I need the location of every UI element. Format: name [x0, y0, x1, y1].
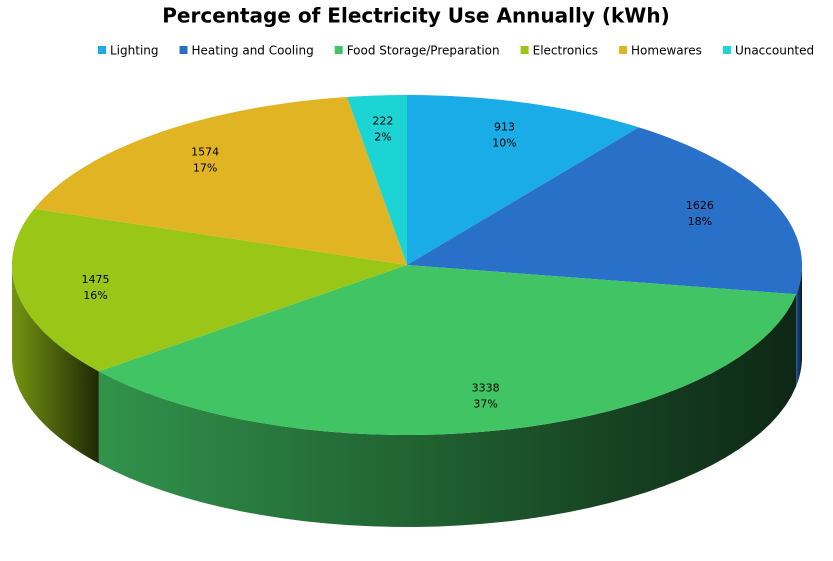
data-label: 222	[372, 114, 393, 127]
pie-slice	[347, 95, 407, 265]
data-label: 2%	[374, 130, 391, 143]
legend-label: Lighting	[110, 44, 159, 58]
pie-slice	[407, 127, 802, 295]
legend-label: Heating and Cooling	[192, 44, 314, 58]
data-label: 10%	[492, 137, 516, 150]
data-label: 18%	[688, 215, 712, 228]
data-label: 37%	[473, 398, 497, 411]
pie-slice	[12, 208, 408, 372]
data-label: 17%	[193, 161, 217, 174]
pie-slice-side	[98, 294, 797, 527]
legend-swatch	[98, 46, 106, 54]
legend-label: Homewares	[631, 44, 702, 58]
pie-slice	[407, 95, 639, 265]
legend-swatch	[520, 46, 529, 54]
data-label: 3338	[472, 382, 500, 395]
data-label: 1574	[191, 145, 219, 158]
pie-slice-side	[796, 265, 802, 387]
data-label: 16%	[83, 289, 107, 302]
pie-slice	[34, 96, 408, 265]
legend-swatch	[179, 46, 188, 54]
legend-label: Food Storage/Preparation	[347, 44, 500, 58]
data-label: 913	[494, 121, 515, 134]
pie-slice	[98, 265, 797, 435]
chart-title: Percentage of Electricity Use Annually (…	[162, 4, 670, 28]
legend-swatch	[334, 46, 343, 54]
legend-label: Electronics	[533, 44, 598, 58]
data-label: 1475	[82, 273, 110, 286]
pie-slice-side	[12, 265, 99, 464]
data-label: 1626	[686, 199, 714, 212]
legend-swatch	[619, 46, 628, 54]
legend-label: Unaccounted	[735, 44, 814, 58]
legend-swatch	[722, 46, 731, 54]
